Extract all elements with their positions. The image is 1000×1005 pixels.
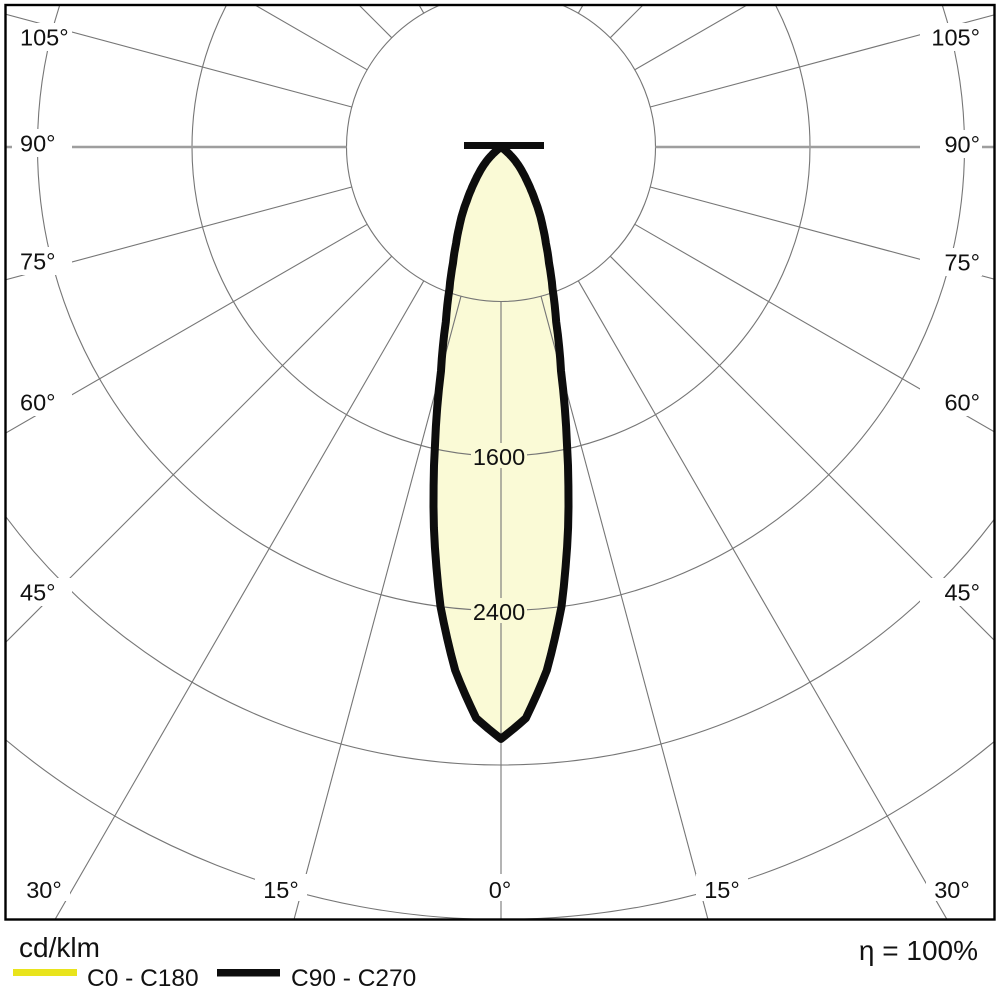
unit-label: cd/klm (19, 932, 100, 963)
legend-item-c90-c270-label: C90 - C270 (291, 965, 416, 992)
label-mask (479, 874, 521, 901)
label-mask (920, 23, 982, 51)
label-mask (18, 874, 70, 901)
legend-swatch-c90-c270 (217, 969, 280, 977)
angle-label-right-75: 75° (944, 250, 980, 276)
chart-frame (4, 3, 996, 921)
label-mask (926, 874, 978, 901)
angle-label-right-45: 45° (944, 580, 980, 606)
label-mask (920, 388, 982, 416)
angle-label-left-105: 105° (20, 25, 69, 51)
label-mask (471, 443, 527, 468)
angle-label-bottom-30-right: 30° (934, 877, 970, 903)
label-mask (471, 598, 527, 623)
legend: cd/klm C0 - C180 C90 - C270 η = 100% (13, 932, 978, 992)
legend-swatch-c0-c180 (13, 969, 77, 976)
chart-labels: 105° 90° 75° 60° 45° 105° 90° 75° 60° 45… (12, 23, 982, 903)
angle-label-right-60: 60° (944, 390, 980, 416)
label-mask (12, 247, 72, 275)
angle-label-left-90: 90° (20, 131, 56, 157)
label-mask (12, 578, 72, 606)
angle-label-left-60: 60° (20, 390, 56, 416)
label-mask (12, 388, 72, 416)
angle-label-bottom-30-left: 30° (26, 877, 62, 903)
label-mask (255, 874, 307, 901)
legend-item-c0-c180-label: C0 - C180 (87, 965, 199, 992)
angle-label-right-90: 90° (944, 132, 980, 158)
ring-label-1600: 1600 (473, 444, 525, 470)
luminaire-symbol (464, 142, 544, 149)
angle-label-left-45: 45° (20, 580, 56, 606)
angle-label-bottom-15-left: 15° (263, 877, 299, 903)
efficiency-label: η = 100% (859, 935, 978, 966)
angle-label-bottom-15-right: 15° (704, 877, 740, 903)
label-mask (12, 129, 72, 157)
beam-outline-c90-c270 (429, 143, 573, 743)
angle-label-right-105: 105° (931, 25, 980, 51)
label-mask (920, 248, 982, 276)
ring-label-2400: 2400 (473, 599, 525, 625)
label-mask (920, 130, 982, 158)
label-mask (12, 23, 72, 51)
angle-label-bottom-0: 0° (489, 877, 511, 903)
label-mask (920, 578, 982, 606)
angle-label-left-75: 75° (20, 249, 56, 275)
label-mask (696, 874, 748, 901)
